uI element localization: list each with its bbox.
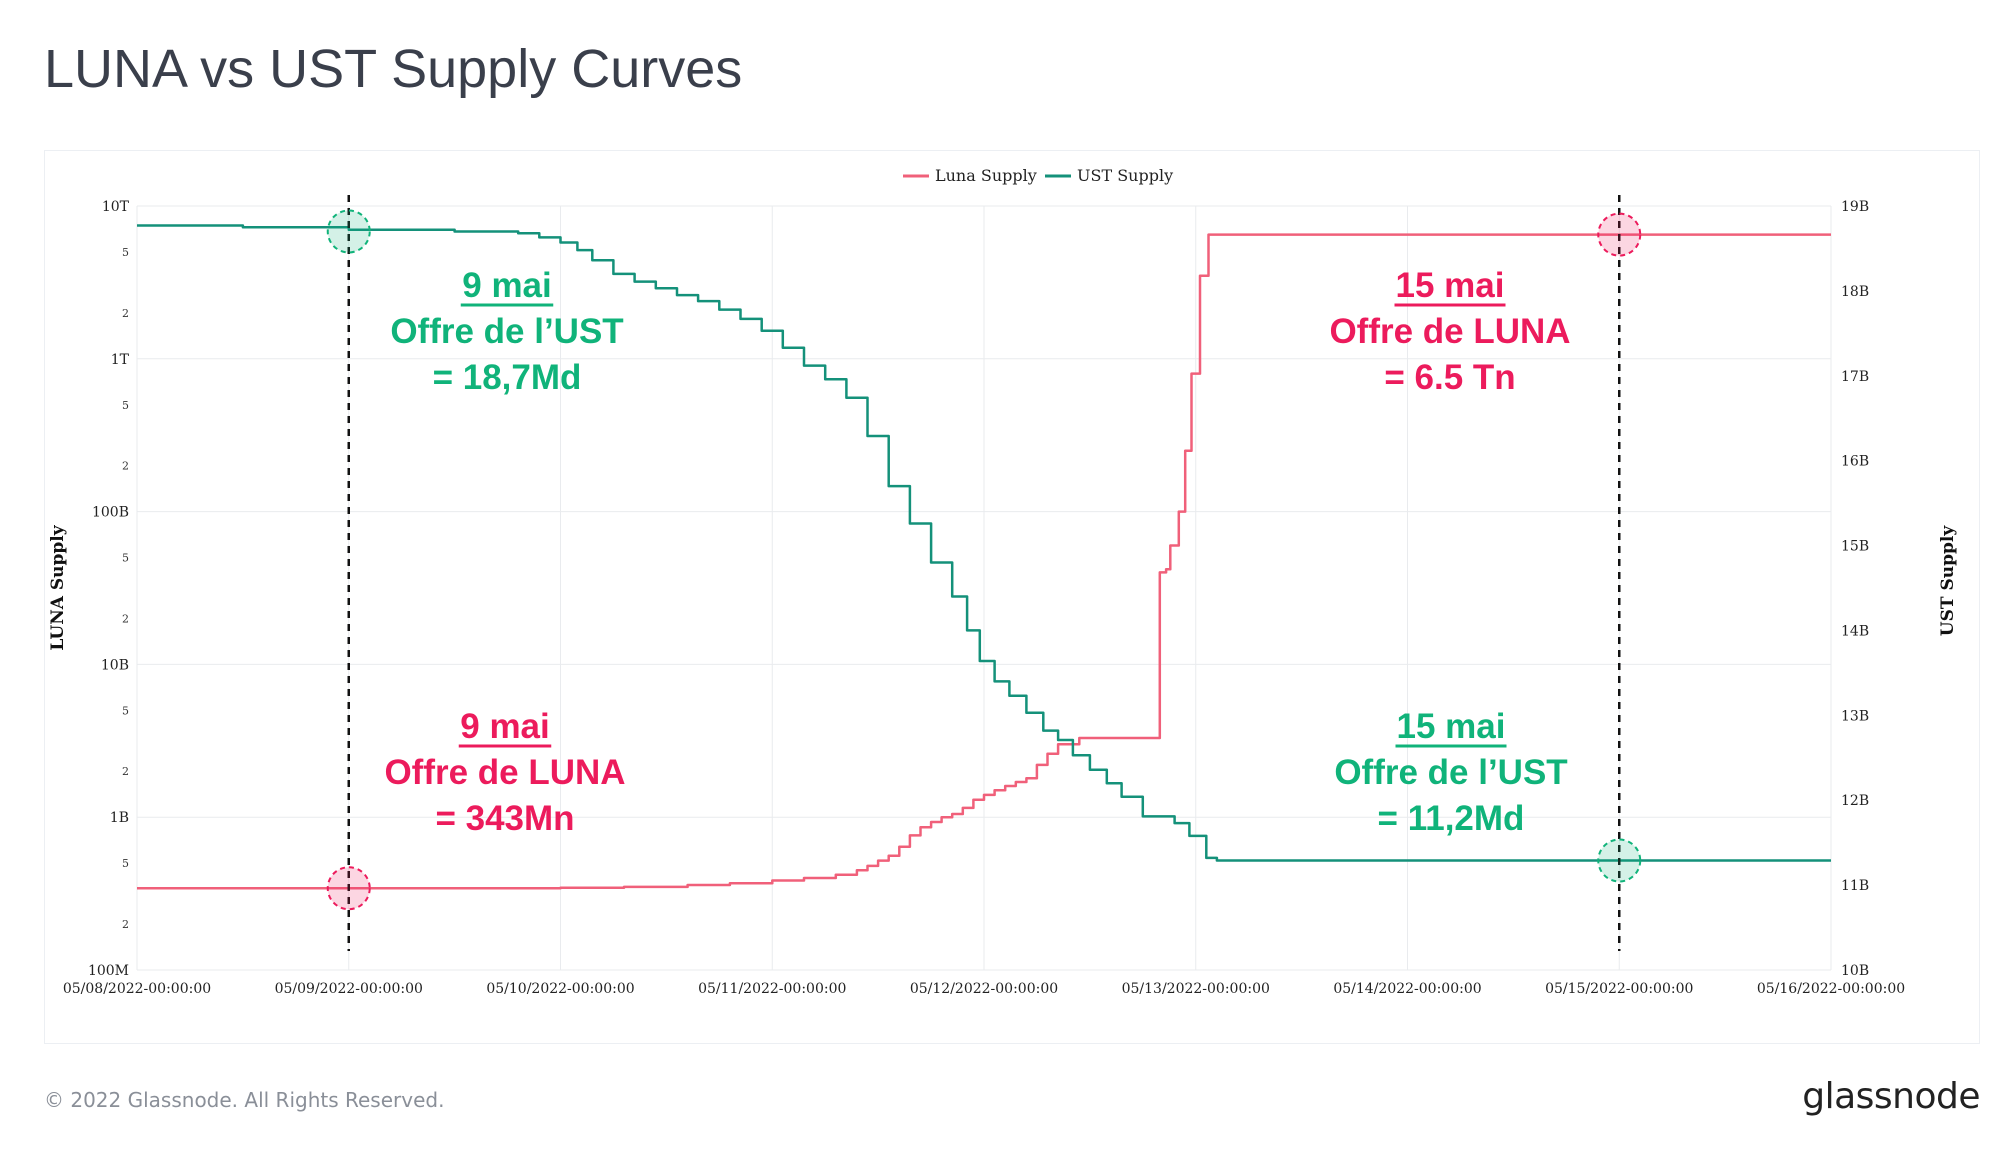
y-left-tick-label: 1T <box>111 352 130 368</box>
annotation-label-ust-may15: Offre de l’UST <box>1334 753 1567 792</box>
annotation-date-ust-may9: 9 mai <box>462 266 552 305</box>
ust-marker-circle <box>1597 838 1642 883</box>
luna-supply-line <box>137 233 1831 890</box>
y-left-tick-label: 100B <box>92 505 129 521</box>
y-left-axis-title: LUNA Supply <box>48 524 68 650</box>
y-left-minor-tick-label: 5 <box>122 552 129 565</box>
supply-chart: 100M 2 5 1B 2 5 10B 2 5 100B 2 5 1T 2 5 10T 10B 11B 12B 13B… <box>48 166 1958 997</box>
annotation-label-luna-may15: Offre de LUNA <box>1329 312 1570 351</box>
annotation-value-ust-may15: = 11,2Md <box>1378 799 1525 838</box>
copyright-notice: © 2022 Glassnode. All Rights Reserved. <box>44 1088 445 1112</box>
x-tick-label: 05/15/2022-00:00:00 <box>1545 981 1693 997</box>
x-tick-label: 05/13/2022-00:00:00 <box>1122 981 1270 997</box>
page-title: LUNA vs UST Supply Curves <box>44 39 743 99</box>
y-left-minor-tick-label: 2 <box>122 765 129 778</box>
y-right-tick-label: 15B <box>1841 539 1869 555</box>
x-tick-label: 05/14/2022-00:00:00 <box>1333 981 1481 997</box>
annotation-date-ust-may15: 15 mai <box>1397 707 1506 746</box>
glassnode-logo[interactable]: glassnode <box>1802 1076 1980 1117</box>
y-right-tick-label: 10B <box>1841 963 1869 979</box>
y-left-minor-tick-label: 2 <box>122 918 129 931</box>
ust-supply-line <box>137 224 1831 862</box>
annotation-value-luna-may15: = 6.5 Tn <box>1384 358 1515 397</box>
x-tick-label: 05/09/2022-00:00:00 <box>275 981 423 997</box>
y-left-minor-tick-label: 2 <box>122 307 129 320</box>
annotation-value-ust-may9: = 18,7Md <box>433 358 582 397</box>
y-right-tick-label: 13B <box>1841 708 1869 724</box>
y-right-tick-label: 19B <box>1841 199 1869 215</box>
y-right-tick-label: 18B <box>1841 284 1869 300</box>
y-left-minor-tick-label: 2 <box>122 612 129 625</box>
x-tick-label: 05/08/2022-00:00:00 <box>63 981 211 997</box>
x-tick-label: 05/16/2022-00:00:00 <box>1757 981 1905 997</box>
x-tick-label: 05/11/2022-00:00:00 <box>698 981 846 997</box>
y-right-tick-label: 12B <box>1841 793 1869 809</box>
y-left-tick-label: 100M <box>88 963 129 979</box>
y-right-tick-label: 11B <box>1841 878 1869 894</box>
x-tick-label: 05/12/2022-00:00:00 <box>910 981 1058 997</box>
y-left-minor-tick-label: 5 <box>122 246 129 259</box>
y-right-tick-label: 17B <box>1841 369 1869 385</box>
luna-marker-circle <box>326 866 371 911</box>
x-tick-label: 05/10/2022-00:00:00 <box>486 981 634 997</box>
ust-marker-circle <box>326 209 371 254</box>
y-right-tick-label: 16B <box>1841 454 1869 470</box>
y-right-tick-label: 14B <box>1841 623 1869 639</box>
y-left-tick-label: 1B <box>110 810 129 826</box>
y-left-tick-label: 10T <box>102 199 130 215</box>
legend-item-0: Luna Supply <box>935 166 1037 185</box>
luna-marker-circle <box>1597 212 1642 257</box>
annotation-date-luna-may9: 9 mai <box>460 707 550 746</box>
legend-item-1: UST Supply <box>1077 166 1173 185</box>
annotation-label-ust-may9: Offre de l’UST <box>390 312 623 351</box>
annotation-label-luna-may9: Offre de LUNA <box>384 753 625 792</box>
annotation-date-luna-may15: 15 mai <box>1396 266 1505 305</box>
y-right-axis-title: UST Supply <box>1938 525 1958 637</box>
y-left-minor-tick-label: 5 <box>122 399 129 412</box>
y-left-minor-tick-label: 2 <box>122 460 129 473</box>
y-left-tick-label: 10B <box>101 657 129 673</box>
y-left-minor-tick-label: 5 <box>122 857 129 870</box>
annotation-value-luna-may9: = 343Mn <box>435 799 574 838</box>
chart-panel: 100M 2 5 1B 2 5 10B 2 5 100B 2 5 1T 2 5 10T 10B 11B 12B 13B… <box>44 150 1980 1044</box>
y-left-minor-tick-label: 5 <box>122 704 129 717</box>
